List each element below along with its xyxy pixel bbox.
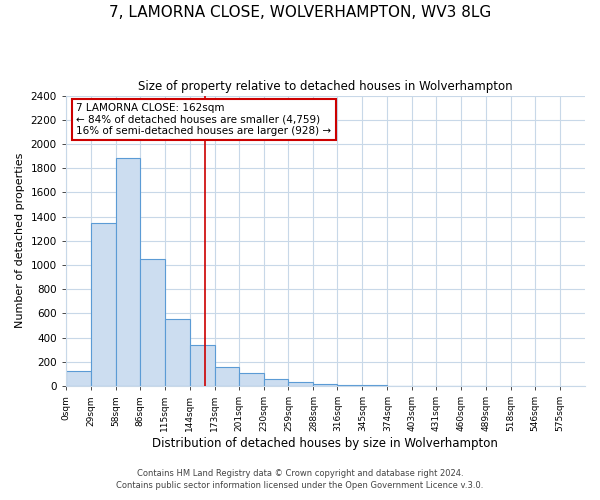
Bar	[140, 259, 164, 386]
Bar	[66, 371, 91, 386]
Bar	[337, 385, 362, 386]
Title: Size of property relative to detached houses in Wolverhampton: Size of property relative to detached ho…	[138, 80, 513, 93]
Bar	[215, 366, 239, 386]
Bar	[239, 374, 263, 386]
X-axis label: Distribution of detached houses by size in Wolverhampton: Distribution of detached houses by size …	[152, 437, 499, 450]
Bar	[164, 320, 190, 386]
Bar	[190, 345, 215, 386]
Bar	[263, 379, 289, 386]
Text: 7, LAMORNA CLOSE, WOLVERHAMPTON, WV3 8LG: 7, LAMORNA CLOSE, WOLVERHAMPTON, WV3 8LG	[109, 5, 491, 20]
Text: Contains HM Land Registry data © Crown copyright and database right 2024.
Contai: Contains HM Land Registry data © Crown c…	[116, 468, 484, 490]
Bar	[91, 222, 116, 386]
Y-axis label: Number of detached properties: Number of detached properties	[15, 153, 25, 328]
Bar	[116, 158, 140, 386]
Bar	[289, 382, 313, 386]
Text: 7 LAMORNA CLOSE: 162sqm
← 84% of detached houses are smaller (4,759)
16% of semi: 7 LAMORNA CLOSE: 162sqm ← 84% of detache…	[76, 103, 331, 136]
Bar	[313, 384, 337, 386]
